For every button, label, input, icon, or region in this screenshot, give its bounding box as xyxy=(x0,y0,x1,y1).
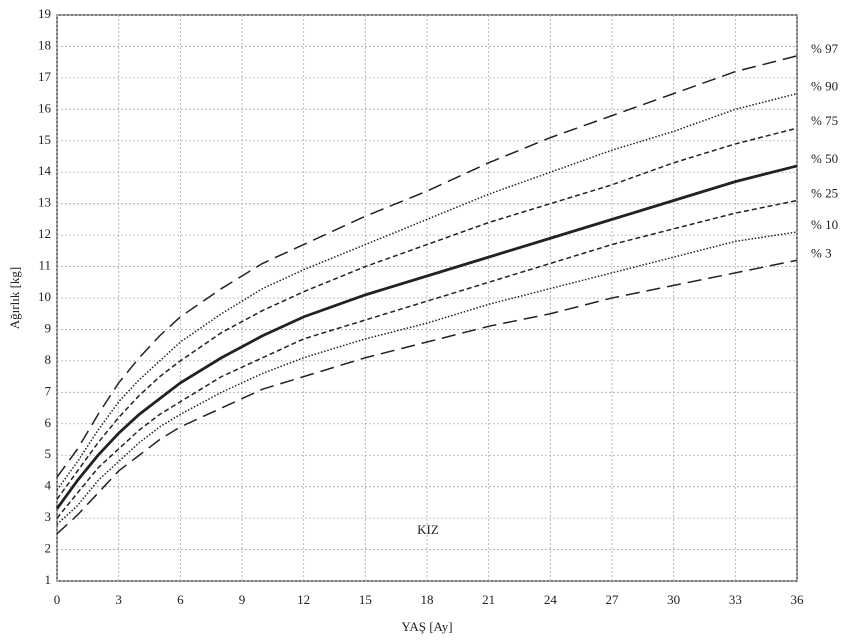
y-tick-label: 7 xyxy=(45,383,52,398)
y-tick-label: 9 xyxy=(45,320,52,335)
x-tick-label: 24 xyxy=(544,592,558,607)
y-tick-label: 14 xyxy=(38,163,52,178)
y-tick-label: 3 xyxy=(45,509,52,524)
percentile-line xyxy=(56,92,798,491)
y-tick-label: 8 xyxy=(45,352,52,367)
series-label: % 90 xyxy=(811,79,838,94)
x-tick-label: 12 xyxy=(297,592,310,607)
y-tick-label: 15 xyxy=(38,132,51,147)
annotation: KIZ xyxy=(417,522,439,537)
y-tick-label: 1 xyxy=(45,572,52,587)
series-label: % 75 xyxy=(811,113,838,128)
x-tick-label: 18 xyxy=(421,592,434,607)
x-tick-label: 21 xyxy=(482,592,495,607)
x-tick-label: 15 xyxy=(359,592,372,607)
y-tick-label: 18 xyxy=(38,37,51,52)
y-tick-label: 19 xyxy=(38,6,51,21)
series-label: % 97 xyxy=(811,41,839,56)
y-tick-label: 11 xyxy=(38,258,51,273)
y-tick-label: 10 xyxy=(38,289,51,304)
series-label: % 50 xyxy=(811,151,838,166)
percentile-line xyxy=(55,164,798,510)
series-label: % 10 xyxy=(811,217,838,232)
y-tick-label: 13 xyxy=(38,195,51,210)
x-tick-label: 30 xyxy=(667,592,680,607)
x-tick-label: 3 xyxy=(115,592,122,607)
x-tick-label: 6 xyxy=(177,592,184,607)
percentile-line xyxy=(56,55,798,478)
x-tick-label: 36 xyxy=(791,592,805,607)
x-tick-label: 0 xyxy=(54,592,61,607)
series-label: % 3 xyxy=(811,245,832,260)
y-axis-label: Ağırlık [kg] xyxy=(7,267,22,329)
percentile-line xyxy=(56,259,798,535)
x-tick-label: 9 xyxy=(239,592,246,607)
x-axis-label: YAŞ [Ay] xyxy=(401,619,452,634)
y-tick-label: 2 xyxy=(45,541,52,556)
y-tick-label: 12 xyxy=(38,226,51,241)
y-tick-label: 4 xyxy=(45,478,52,493)
x-tick-label: 33 xyxy=(729,592,742,607)
x-tick-label: 27 xyxy=(606,592,620,607)
percentile-line xyxy=(56,127,798,500)
series-label: % 25 xyxy=(811,186,838,201)
y-tick-label: 17 xyxy=(38,69,52,84)
y-tick-label: 16 xyxy=(38,100,52,115)
y-tick-label: 5 xyxy=(45,446,52,461)
percentile-line xyxy=(56,199,798,519)
y-tick-label: 6 xyxy=(45,415,52,430)
percentile-line xyxy=(56,231,798,525)
